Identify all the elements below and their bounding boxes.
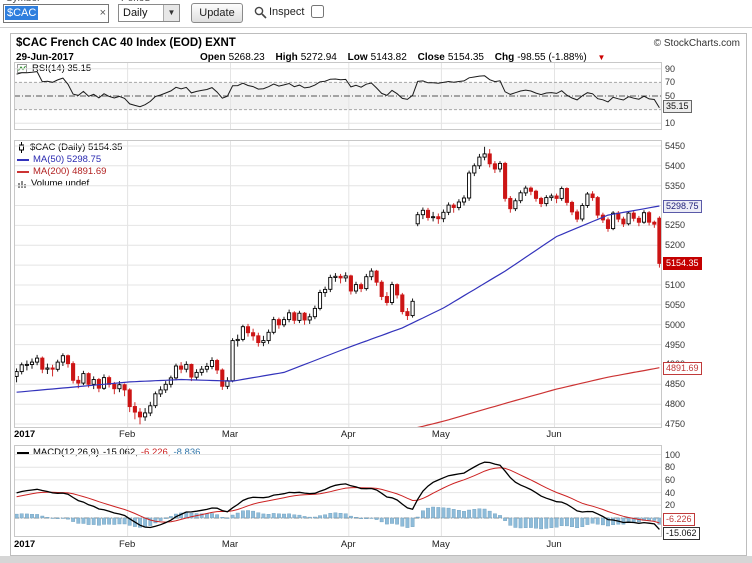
symbol-value: $CAC (5, 6, 39, 20)
magnifier-icon (254, 6, 267, 19)
period-label: Period (121, 0, 150, 4)
macd-value: -15.062, (103, 447, 138, 458)
rsi-panel (14, 62, 662, 130)
low-label: Low (347, 52, 368, 63)
ma50-legend: MA(50) 5298.75 (17, 154, 101, 165)
bottom-strip (0, 556, 752, 563)
macd-value-box: -15.062 (663, 526, 700, 540)
low-value: 5143.82 (370, 52, 407, 63)
date-label: 29-Jun-2017 (16, 52, 74, 63)
toolbar: Symbol Period $CAC × Daily ▼ Update Insp… (0, 0, 752, 28)
macd-plot (14, 445, 662, 537)
price-legend: $CAC (Daily) 5154.35 (17, 142, 122, 153)
rsi-plot (14, 62, 662, 130)
high-value: 5272.94 (300, 52, 337, 63)
ma50-legend-label: MA(50) 5298.75 (33, 154, 102, 165)
inspect-label: Inspect (269, 6, 305, 18)
ma200-legend: MA(200) 4891.69 (17, 166, 106, 177)
rsi-value-box: 35.15 (663, 100, 692, 114)
macd-signal-value: -6.226, (140, 447, 171, 458)
copyright: © StockCharts.com (653, 38, 740, 49)
rsi-chart-icon (17, 63, 27, 73)
ma200-price-box: 4891.69 (663, 361, 702, 375)
macd-legend: MACD(12,26,9) -15.062, -6.226, -8.836 (17, 447, 200, 458)
period-value: Daily (123, 7, 148, 19)
price-legend-label: $CAC (Daily) 5154.35 (30, 142, 123, 153)
macd-legend-name: MACD(12,26,9) (33, 447, 99, 458)
price-panel (14, 140, 662, 499)
open-value: 5268.23 (228, 52, 265, 63)
open-label: Open (200, 52, 226, 63)
symbol-input[interactable]: $CAC × (3, 4, 109, 23)
ma50-line-icon (17, 158, 29, 161)
close-label: Close (417, 52, 445, 63)
ma200-legend-label: MA(200) 4891.69 (33, 166, 107, 177)
down-triangle-icon: ▼ (597, 53, 606, 62)
symbol-label: Symbol (6, 0, 39, 4)
quote-row: Open 5268.23 High 5272.94 Low 5143.82 Close… (200, 52, 605, 63)
inspect-checkbox[interactable] (311, 5, 324, 18)
candle-icon (19, 142, 24, 153)
chg-value: -98.55 (-1.88%) (517, 52, 587, 63)
last-price-box: 5154.35 (663, 257, 702, 271)
clear-icon[interactable]: × (99, 7, 106, 19)
macd-panel (14, 445, 662, 537)
close-value: 5154.35 (447, 52, 484, 63)
high-label: High (275, 52, 298, 63)
ma200-line-icon (17, 170, 29, 173)
period-select[interactable]: Daily ▼ (118, 4, 180, 22)
ma50-price-box: 5298.75 (663, 200, 702, 214)
price-plot (14, 140, 662, 499)
volume-legend-label: Volume undef (31, 178, 90, 189)
macd-hist-value: -8.836 (173, 447, 201, 458)
chart-frame (10, 33, 747, 556)
macd-signal-box: -6.226 (663, 512, 695, 526)
macd-line-icon (17, 451, 29, 454)
page-title: $CAC French CAC 40 Index (EOD) EXNT (16, 37, 236, 49)
chevron-down-icon: ▼ (163, 5, 179, 21)
chg-label: Chg (494, 52, 515, 63)
update-button[interactable]: Update (191, 3, 243, 23)
